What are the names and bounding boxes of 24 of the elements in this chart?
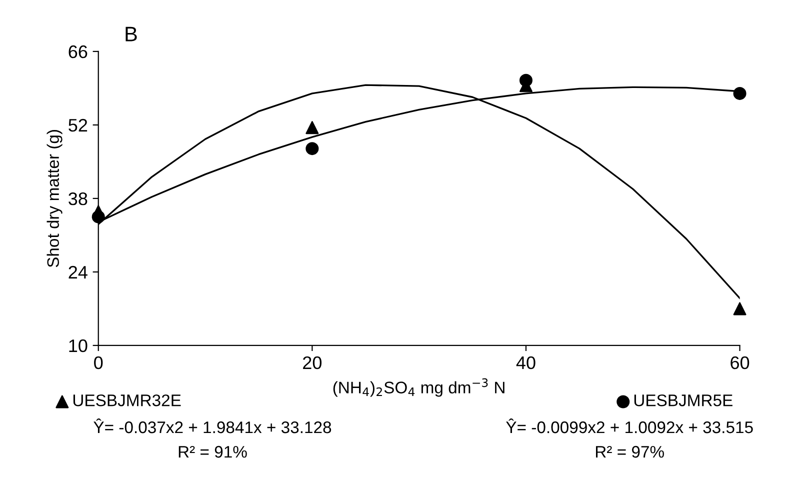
point <box>92 210 105 224</box>
text: Ŷ= -0.0099x2 + 1.0092x + 33.515 <box>506 418 753 434</box>
text: Ŷ= -0.037x2 + 1.9841x + 33.128 <box>94 418 332 434</box>
y-tick-label: 52 <box>68 118 88 132</box>
x-tick-label: 0 <box>94 356 103 370</box>
y-tick-label: 38 <box>68 192 88 206</box>
legend-label: UESBJMR5E <box>634 394 732 406</box>
point <box>733 302 746 316</box>
x-tick-label: 40 <box>516 356 536 370</box>
point <box>733 86 746 100</box>
legend-label: UESBJMR32E <box>73 394 181 406</box>
chart-title: B <box>126 26 137 42</box>
text: R² = 97% <box>596 446 664 458</box>
y-tick-label: 24 <box>68 266 88 278</box>
point <box>306 142 319 156</box>
point <box>306 121 319 134</box>
x-tick-label: 60 <box>730 356 750 370</box>
y-tick-label: 66 <box>68 45 88 58</box>
y-tick-label: 10 <box>69 339 88 352</box>
text: (NH$_{4}$)$_{2}$SO$_{4}$ mg dm$^{−3}$ N <box>333 378 504 397</box>
y-axis-title: Shot dry matter (g) <box>46 130 62 268</box>
text: R² = 91% <box>178 446 247 458</box>
point <box>519 74 532 87</box>
x-tick-label: 20 <box>303 356 322 370</box>
